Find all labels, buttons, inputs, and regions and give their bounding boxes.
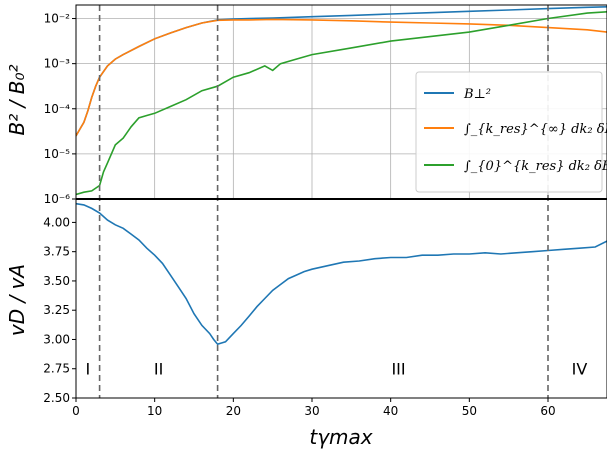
top-ytick-label-3: 10⁻⁵ <box>44 147 71 161</box>
xtick-label-6: 60 <box>540 404 555 418</box>
legend: B⊥² ∫_{k_res}^{∞} dk₂ δB(k₂)² ∫_{0}^{k_r… <box>415 71 607 193</box>
regime-labels: I II III IV <box>85 360 587 379</box>
bottom-ytick-label-4: 3.50 <box>43 274 70 288</box>
xtick-label-2: 20 <box>226 404 241 418</box>
legend-entry-1: ∫_{k_res}^{∞} dk₂ δB(k₂)² <box>464 122 607 137</box>
xtick-label-1: 10 <box>147 404 162 418</box>
bottom-ytick-label-5: 3.75 <box>43 245 70 259</box>
legend-entry-2: ∫_{0}^{k_res} dk₂ δB(k₂)² <box>464 159 607 174</box>
series-line-1 <box>76 18 607 137</box>
x-axis-label: tγmax <box>309 425 372 449</box>
xtick-label-3: 30 <box>304 404 319 418</box>
xtick-label-4: 40 <box>383 404 398 418</box>
top-ytick-label-4: 10⁻⁶ <box>44 192 71 206</box>
top-y-ticks: 10⁻² 10⁻³ 10⁻⁴ 10⁻⁵ 10⁻⁶ <box>44 12 76 206</box>
velocity-line-0 <box>76 202 607 346</box>
regime-boundaries <box>98 5 549 398</box>
top-ytick-label-0: 10⁻² <box>44 12 71 26</box>
x-ticks: 0 10 20 30 40 50 60 <box>72 398 556 418</box>
top-ytick-label-1: 10⁻³ <box>44 57 71 71</box>
xtick-label-5: 50 <box>462 404 477 418</box>
legend-entry-0: B⊥² <box>463 87 491 102</box>
regime-label-2: III <box>391 360 405 379</box>
regime-label-0: I <box>85 360 90 379</box>
bottom-y-ticks: 2.50 2.75 3.00 3.25 3.50 3.75 4.00 <box>43 215 76 405</box>
regime-label-1: II <box>154 360 163 379</box>
top-y-axis-label: B² / B₀² <box>5 65 29 136</box>
legend-box <box>415 71 603 193</box>
regime-label-3: IV <box>572 360 588 379</box>
bottom-ytick-label-0: 2.50 <box>43 391 70 405</box>
xtick-label-0: 0 <box>72 404 80 418</box>
top-ytick-label-2: 10⁻⁴ <box>44 102 71 116</box>
bottom-ytick-label-1: 2.75 <box>43 362 70 376</box>
bottom-y-axis-label: vD / vA <box>5 264 29 336</box>
bottom-panel-lines <box>76 202 607 346</box>
bottom-ytick-label-2: 3.00 <box>43 332 70 346</box>
bottom-ytick-label-3: 3.25 <box>43 303 70 317</box>
bottom-ytick-label-6: 4.00 <box>43 215 70 229</box>
